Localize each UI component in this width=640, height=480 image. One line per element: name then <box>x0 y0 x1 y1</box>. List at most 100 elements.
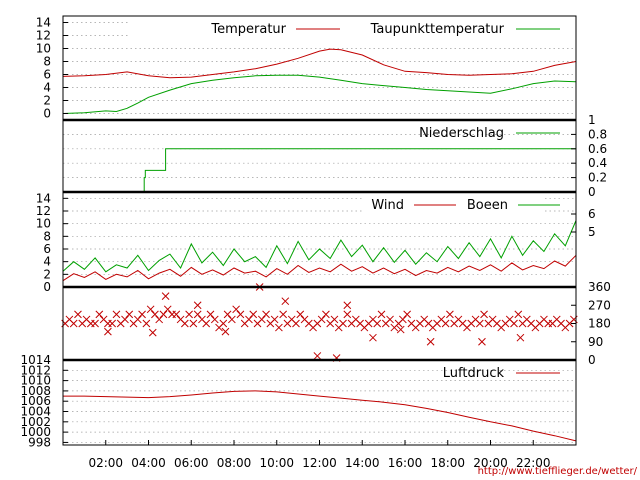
scatter-point <box>161 292 170 300</box>
x-tick-label: 10:00 <box>259 456 294 470</box>
scatter-point <box>228 315 236 324</box>
frame-layer <box>62 15 577 446</box>
series-line-wind <box>62 254 577 282</box>
scatter-point <box>478 337 486 346</box>
y-tick-label: 1014 <box>20 353 51 367</box>
scatter-point <box>104 327 112 336</box>
scatter-point <box>236 310 245 319</box>
y2-tick-label: 360 <box>588 280 611 294</box>
y2-tick-label: 0 <box>588 185 596 199</box>
scatter-point <box>193 301 202 310</box>
scatter-point <box>396 325 405 334</box>
y-tick-label: 998 <box>28 435 51 449</box>
scatter-point <box>386 315 394 324</box>
scatter-point <box>148 328 157 337</box>
scatter-point <box>232 305 240 314</box>
y2-tick-label: 0 <box>588 353 596 367</box>
legend-label: Niederschlag <box>419 126 504 141</box>
scatter-point <box>172 310 181 319</box>
y-tick-label: 10 <box>36 217 51 231</box>
scatter-point <box>151 310 159 319</box>
scatter-point <box>475 319 484 328</box>
footer-url: http://www.tiefflieger.de/wetter/ <box>478 466 638 477</box>
scatter-point <box>180 319 189 328</box>
scatter-point <box>275 323 283 332</box>
x-tick-label: 04:00 <box>131 456 166 470</box>
y2-tick-label: 1 <box>588 113 596 127</box>
scatter-point <box>322 310 330 319</box>
scatter-point <box>69 319 78 328</box>
y-tick-label: 1006 <box>20 394 51 408</box>
scatter-point <box>330 315 339 324</box>
scatter-point <box>95 310 104 319</box>
scatter-point <box>281 297 290 306</box>
y-tick-label: 1004 <box>20 405 51 419</box>
scatter-point <box>223 310 232 319</box>
legend-label: Wind <box>371 198 404 213</box>
scatter-point <box>516 333 525 342</box>
scatter-point <box>108 319 117 328</box>
scatter-point <box>133 315 142 324</box>
y-tick-label: 12 <box>36 204 51 218</box>
y-tick-label: 4 <box>43 255 51 269</box>
scatter-point <box>185 310 193 319</box>
y-tick-label: 1000 <box>20 425 51 439</box>
scatter-point <box>257 315 266 324</box>
data-layer <box>61 48 578 442</box>
legend-label: Boeen <box>467 198 508 213</box>
legend-label: Luftdruck <box>443 366 505 381</box>
scatter-point <box>313 352 322 360</box>
scatter-point <box>441 319 450 328</box>
x-tick-label: 18:00 <box>430 456 465 470</box>
scatter-point <box>270 315 279 324</box>
scatter-point <box>155 315 164 324</box>
scatter-point <box>142 319 151 328</box>
scatter-point <box>202 319 211 328</box>
scatter-point <box>146 305 155 314</box>
scatter-point <box>373 319 382 328</box>
scatter-point <box>403 310 411 319</box>
scatter-point <box>125 310 134 319</box>
series-line-niederschlag <box>63 148 576 193</box>
x-tick-label: 02:00 <box>88 456 123 470</box>
scatter-point <box>446 310 454 319</box>
x-tick-label: 08:00 <box>217 456 252 470</box>
y-tick-label: 6 <box>43 242 51 256</box>
x-tick-label: 22:00 <box>516 456 551 470</box>
y-tick-label: 1008 <box>20 384 51 398</box>
series-line-temperatur <box>62 48 577 79</box>
y2-tick-label: 0.4 <box>588 156 607 170</box>
y2-tick-label: 270 <box>588 298 611 312</box>
legend-label: Taupunkttemperatur <box>370 22 505 37</box>
x-tick-label: 16:00 <box>388 456 423 470</box>
scatter-point <box>279 310 288 319</box>
y-tick-label: 8 <box>43 229 51 243</box>
y-tick-label: 2 <box>43 267 51 281</box>
scatter-point <box>343 310 352 319</box>
y-tick-label: 10 <box>36 42 51 56</box>
scatter-point <box>121 315 129 324</box>
series-line-taupunkttemperatur <box>62 74 577 114</box>
scatter-point <box>296 310 305 319</box>
y-tick-label: 0 <box>43 280 51 294</box>
scatter-point <box>245 315 253 324</box>
series-line-luftdruck <box>63 390 577 442</box>
y-tick-label: 4 <box>43 81 51 95</box>
y-tick-label: 8 <box>43 55 51 69</box>
scatter-point <box>343 301 352 310</box>
y-tick-label: 1012 <box>20 363 51 377</box>
panel-frame <box>62 286 577 361</box>
series-line-boeen <box>62 220 577 273</box>
y-tick-label: 1002 <box>20 415 51 429</box>
y2-tick-label: 180 <box>588 317 611 331</box>
y-tick-label: 6 <box>43 68 51 82</box>
x-tick-label: 20:00 <box>473 456 508 470</box>
y2-tick-label: 90 <box>588 335 603 349</box>
scatter-point <box>221 327 230 336</box>
x-tick-label: 12:00 <box>302 456 337 470</box>
x-tick-label: 14:00 <box>345 456 380 470</box>
y2-tick-label: 0.2 <box>588 171 607 185</box>
scatter-point <box>292 319 300 328</box>
